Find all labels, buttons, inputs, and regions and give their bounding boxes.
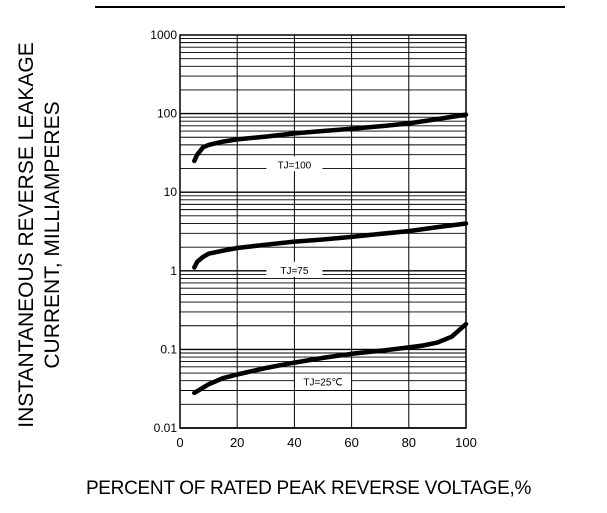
series-curve [192, 321, 469, 396]
x-tick-label: 100 [455, 435, 477, 450]
x-axis-label: PERCENT OF RATED PEAK REVERSE VOLTAGE,% [85, 478, 532, 499]
y-tick-label: 1 [170, 264, 177, 278]
y-tick-label: 0.1 [160, 342, 177, 356]
series-label-background [266, 156, 323, 172]
chart-series-labels: TJ=100 TJ=75 TJ=25℃ [266, 156, 351, 389]
y-tick-label: 10 [164, 185, 178, 199]
x-tick-label: 80 [402, 435, 416, 450]
x-tick-label: 20 [230, 435, 244, 450]
x-tick-label: 60 [344, 435, 358, 450]
series-label: TJ=75 [280, 266, 309, 277]
plot-frame [179, 34, 467, 429]
series-curve [192, 112, 469, 164]
series-label-background [295, 373, 351, 389]
y-tick-label: 1000 [150, 28, 177, 42]
top-border-rule [95, 6, 565, 8]
chart-ticks: 0.01 0.1 1 10 100 1000 0 20 40 60 80 100 [150, 28, 477, 450]
series-label-background [266, 261, 323, 277]
y-tick-label: 100 [157, 107, 177, 121]
y-axis-label-line-1: INSTANTANEOUS REVERSE LEAKAGE [15, 42, 38, 428]
y-tick-label: 0.01 [154, 421, 178, 435]
series-label: TJ=100 [278, 160, 312, 171]
y-axis-label-line-2: CURRENT, MILLIAMPERES [41, 101, 64, 369]
series-curve [192, 221, 469, 270]
series-label: TJ=25℃ [303, 377, 342, 388]
chart-grid [179, 34, 467, 429]
x-tick-label: 40 [287, 435, 301, 450]
x-tick-label: 0 [176, 435, 183, 450]
chart-curves [192, 112, 469, 396]
